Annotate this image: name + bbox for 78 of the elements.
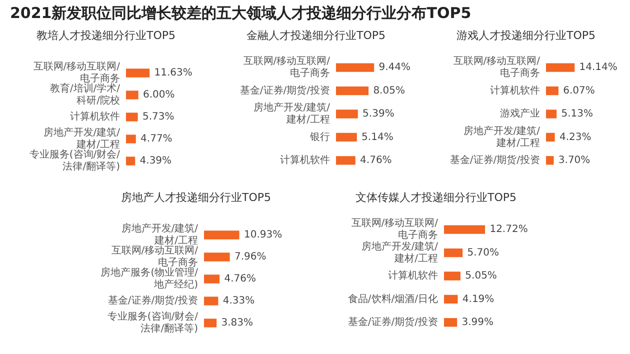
y-tick-label: 游戏产业 (500, 108, 540, 120)
bar (444, 225, 486, 234)
data-label: 11.63% (154, 68, 192, 79)
y-tick-label: 银行 (309, 132, 330, 143)
data-label: 8.05% (373, 85, 405, 96)
bar (336, 110, 358, 118)
bar (546, 86, 558, 96)
bar (204, 318, 217, 328)
bar (126, 112, 138, 122)
data-label: 5.13% (561, 108, 594, 120)
data-label: 5.05% (465, 270, 497, 282)
bar (204, 230, 240, 240)
bar (546, 132, 555, 142)
chart-title: 房地产人才投递细分行业TOP5 (120, 190, 272, 206)
chart-title: 教培人才投递细分行业TOP5 (35, 28, 176, 44)
data-label: 6.07% (563, 85, 595, 96)
data-label: 12.72% (490, 224, 528, 236)
y-tick-label: 互联网/移动互联网/电子商务 (351, 217, 439, 242)
bar (444, 318, 458, 327)
data-label: 3.83% (221, 318, 254, 329)
data-label: 4.77% (140, 134, 172, 145)
chart-title: 金融人才投递细分行业TOP5 (245, 28, 386, 44)
y-tick-label: 基金/证券/期货/投资 (108, 294, 198, 307)
y-tick-label: 房地产服务(物业管理/地产经纪) (100, 266, 199, 291)
data-label: 5.14% (362, 132, 394, 143)
y-tick-label: 互联网/移动互联网/电子商务 (243, 55, 331, 80)
data-label: 5.70% (467, 247, 500, 258)
bar (546, 156, 554, 165)
bar (336, 132, 357, 142)
y-tick-label: 计算机软件 (490, 84, 540, 96)
text: 2021新发职位同比增长较差的五大领域人才投递细分行业分布TOP5 (10, 4, 472, 23)
bar (126, 90, 138, 100)
bar (204, 274, 220, 284)
chart-title: 游戏人才投递细分行业TOP5 (455, 28, 596, 44)
y-tick-label: 食品/饮料/烟酒/日化 (348, 292, 438, 305)
chart-title: 文体传媒人才投递细分行业TOP5 (354, 190, 518, 206)
data-label: 7.96% (234, 252, 266, 263)
data-label: 5.73% (142, 112, 174, 123)
bar (444, 294, 458, 304)
data-label: 5.39% (362, 108, 394, 120)
bar (336, 156, 356, 165)
data-label: 4.19% (462, 294, 494, 305)
data-label: 3.99% (462, 316, 494, 328)
y-tick-label: 互联网/移动互联网/电子商务 (453, 55, 541, 80)
data-label: 4.39% (140, 156, 172, 167)
data-label: 4.76% (224, 274, 256, 285)
data-label: 6.00% (143, 90, 175, 101)
bar (204, 296, 218, 306)
data-label: 9.44% (378, 62, 411, 74)
y-tick-label: 基金/证券/期货/投资 (348, 316, 438, 328)
y-tick-label: 房地产开发/建筑/建材/工程 (361, 240, 439, 264)
bar (126, 68, 150, 78)
y-tick-label: 计算机软件 (70, 110, 120, 123)
bar (546, 63, 575, 72)
data-label: 4.33% (222, 296, 255, 307)
bar (336, 86, 369, 96)
y-tick-label: 计算机软件 (280, 154, 330, 166)
data-label: 4.76% (360, 154, 392, 166)
bar (126, 156, 136, 166)
data-label: 4.23% (559, 132, 592, 143)
y-tick-label: 计算机软件 (388, 270, 438, 282)
bar (336, 63, 374, 72)
data-label: 14.14% (579, 62, 618, 74)
y-tick-label: 基金/证券/期货/投资 (240, 84, 330, 96)
data-label: 10.93% (244, 230, 282, 241)
bar (546, 110, 557, 118)
bar (444, 272, 460, 280)
y-tick-label: 专业服务(咨询/财会/法律/翻译等) (29, 148, 121, 173)
data-label: 3.70% (558, 154, 590, 166)
y-tick-label: 专业服务(咨询/财会/法律/翻译等) (107, 310, 199, 335)
y-tick-label: 房地产开发/建筑/建材/工程 (253, 102, 331, 126)
y-tick-label: 基金/证券/期货/投资 (450, 154, 540, 166)
y-tick-label: 房地产开发/建筑/建材/工程 (463, 124, 541, 149)
bar (126, 134, 136, 144)
bar (444, 248, 463, 258)
y-tick-label: 房地产开发/建筑/建材/工程 (121, 222, 199, 247)
y-tick-label: 教育/培训/学术/科研/院校 (50, 82, 121, 107)
bar (204, 252, 230, 262)
